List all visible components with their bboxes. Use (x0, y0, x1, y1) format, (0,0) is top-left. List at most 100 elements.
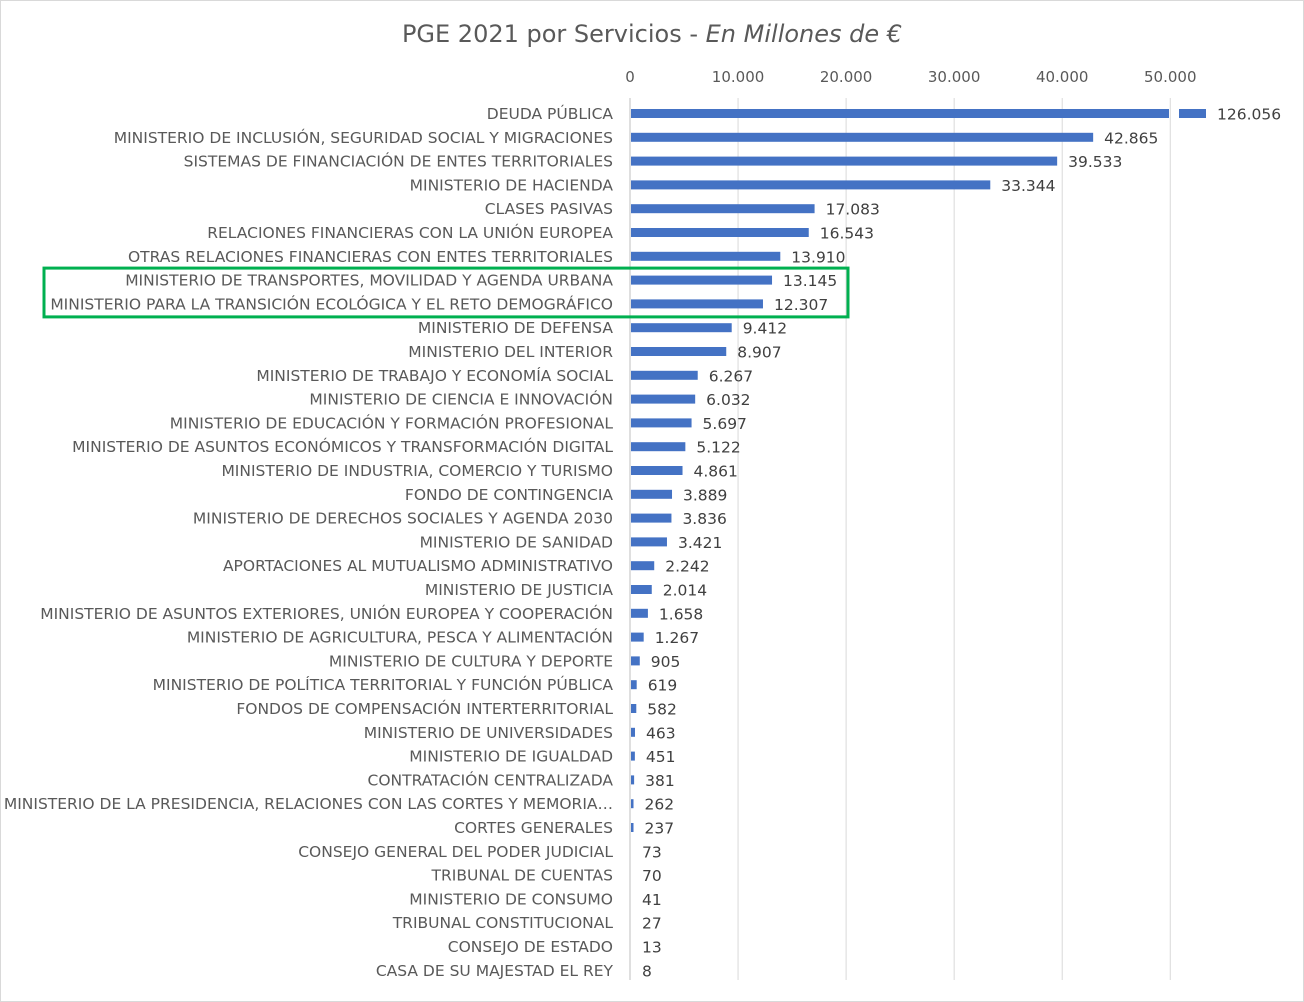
chart-title-separator: - (681, 20, 706, 48)
category-label: CASA DE SU MAJESTAD EL REY (376, 962, 614, 980)
bar (631, 585, 652, 594)
category-label: MINISTERIO DE HACIENDA (410, 176, 614, 194)
bar (631, 228, 809, 237)
bar (631, 132, 1094, 142)
bar (631, 466, 683, 475)
bar (631, 537, 667, 547)
category-label: MINISTERIO DE AGRICULTURA, PESCA Y ALIME… (187, 628, 613, 647)
value-label: 17.083 (826, 201, 880, 219)
value-label: 463 (646, 724, 676, 742)
category-label: CORTES GENERALES (454, 819, 613, 837)
value-label: 619 (648, 677, 678, 695)
category-label: TRIBUNAL DE CUENTAS (431, 867, 613, 885)
value-label: 39.533 (1068, 153, 1122, 171)
bar (631, 751, 635, 761)
value-label: 8 (642, 962, 652, 980)
bar (631, 823, 634, 832)
value-label: 1.267 (655, 629, 699, 647)
value-label: 41 (642, 891, 662, 909)
category-label: DEUDA PÚBLICA (487, 104, 614, 123)
x-tick-labels: 0 10.000 20.000 30.000 40.000 50.000 (625, 68, 1196, 86)
bar (631, 156, 1058, 166)
value-label: 5.697 (703, 415, 747, 433)
value-label: 12.307 (774, 296, 828, 314)
bar (631, 704, 637, 713)
category-label: SISTEMAS DE FINANCIACIÓN DE ENTES TERRIT… (184, 152, 613, 171)
bar (631, 109, 1169, 118)
chart-title: PGE 2021 por Servicios - En Millones de … (0, 20, 1304, 48)
category-label: MINISTERIO DE POLÍTICA TERRITORIAL Y FUN… (153, 675, 614, 694)
category-label: MINISTERIO DE EDUCACIÓN Y FORMACIÓN PROF… (170, 413, 614, 432)
category-label: MINISTERIO DE DEFENSA (418, 319, 613, 337)
bar (631, 608, 648, 618)
value-label: 13.145 (783, 272, 837, 290)
value-label: 2.014 (663, 582, 707, 600)
bar (631, 680, 637, 690)
category-label: MINISTERIO DE LA PRESIDENCIA, RELACIONES… (4, 795, 613, 813)
value-label: 6.032 (706, 391, 750, 409)
category-label: MINISTERIO DE UNIVERSIDADES (364, 724, 613, 742)
x-tick-label: 40.000 (1036, 68, 1089, 86)
category-label: MINISTERIO DE CONSUMO (409, 890, 613, 908)
category-label: MINISTERIO DE INCLUSIÓN, SEGURIDAD SOCIA… (114, 128, 613, 147)
category-label: FONDO DE CONTINGENCIA (405, 486, 613, 504)
category-label: MINISTERIO DE TRANSPORTES, MOVILIDAD Y A… (125, 272, 613, 290)
bar-break-stub (1179, 109, 1206, 118)
value-label: 1.658 (659, 605, 703, 623)
category-label: CONSEJO GENERAL DEL PODER JUDICIAL (298, 843, 613, 861)
category-label: TRIBUNAL CONSTITUCIONAL (392, 914, 614, 932)
category-label: MINISTERIO DEL INTERIOR (408, 343, 613, 361)
category-label: CLASES PASIVAS (485, 200, 613, 218)
category-label: APORTACIONES AL MUTUALISMO ADMINISTRATIV… (223, 557, 613, 575)
x-tick-label: 30.000 (928, 68, 981, 86)
gridlines (629, 98, 1171, 980)
category-label: MINISTERIO PARA LA TRANSICIÓN ECOLÓGICA … (50, 294, 613, 313)
category-label: MINISTERIO DE ASUNTOS ECONÓMICOS Y TRANS… (72, 437, 613, 456)
category-labels: DEUDA PÚBLICA MINISTERIO DE INCLUSIÓN, SE… (4, 104, 614, 980)
value-label: 16.543 (820, 225, 874, 243)
value-label: 451 (646, 748, 676, 766)
category-label: RELACIONES FINANCIERAS CON LA UNIÓN EURO… (207, 223, 613, 242)
value-label: 33.344 (1001, 177, 1055, 195)
category-label: MINISTERIO DE ASUNTOS EXTERIORES, UNIÓN … (40, 604, 613, 623)
category-label: MINISTERIO DE DERECHOS SOCIALES Y AGENDA… (193, 510, 613, 528)
bar (631, 656, 640, 666)
value-label: 9.412 (743, 320, 787, 338)
value-label: 42.865 (1104, 129, 1158, 147)
value-label: 6.267 (709, 367, 753, 385)
bar (631, 394, 696, 404)
category-label: CONTRATACIÓN CENTRALIZADA (368, 770, 614, 789)
value-label: 13 (642, 939, 662, 957)
value-label: 381 (645, 772, 675, 790)
bar (631, 632, 644, 642)
category-label: MINISTERIO DE IGUALDAD (409, 748, 613, 766)
bar (631, 323, 732, 333)
category-label: MINISTERIO DE SANIDAD (420, 533, 613, 551)
x-tick-label: 10.000 (712, 68, 765, 86)
x-tick-label: 20.000 (820, 68, 873, 86)
bar (631, 299, 763, 309)
value-label: 3.889 (683, 486, 727, 504)
x-tick-label: 50.000 (1144, 68, 1197, 86)
chart-subtitle: En Millones de € (705, 20, 903, 48)
bar (631, 204, 815, 214)
value-label: 73 (642, 843, 662, 861)
value-label: 27 (642, 915, 662, 933)
highlight-group (42, 266, 850, 319)
bar (631, 275, 773, 285)
category-label: MINISTERIO DE JUSTICIA (425, 581, 614, 599)
bar (631, 561, 655, 571)
category-label: FONDOS DE COMPENSACIÓN INTERTERRITORIAL (236, 699, 613, 718)
bar (631, 418, 692, 428)
category-label: CONSEJO DE ESTADO (448, 938, 613, 956)
bar (631, 370, 698, 380)
value-label: 3.421 (678, 534, 722, 552)
category-label: MINISTERIO DE CULTURA Y DEPORTE (329, 652, 613, 670)
value-label: 905 (651, 653, 681, 671)
x-tick-label: 0 (625, 68, 635, 86)
value-label: 70 (642, 867, 662, 885)
bar (631, 727, 636, 737)
bar (631, 251, 781, 261)
